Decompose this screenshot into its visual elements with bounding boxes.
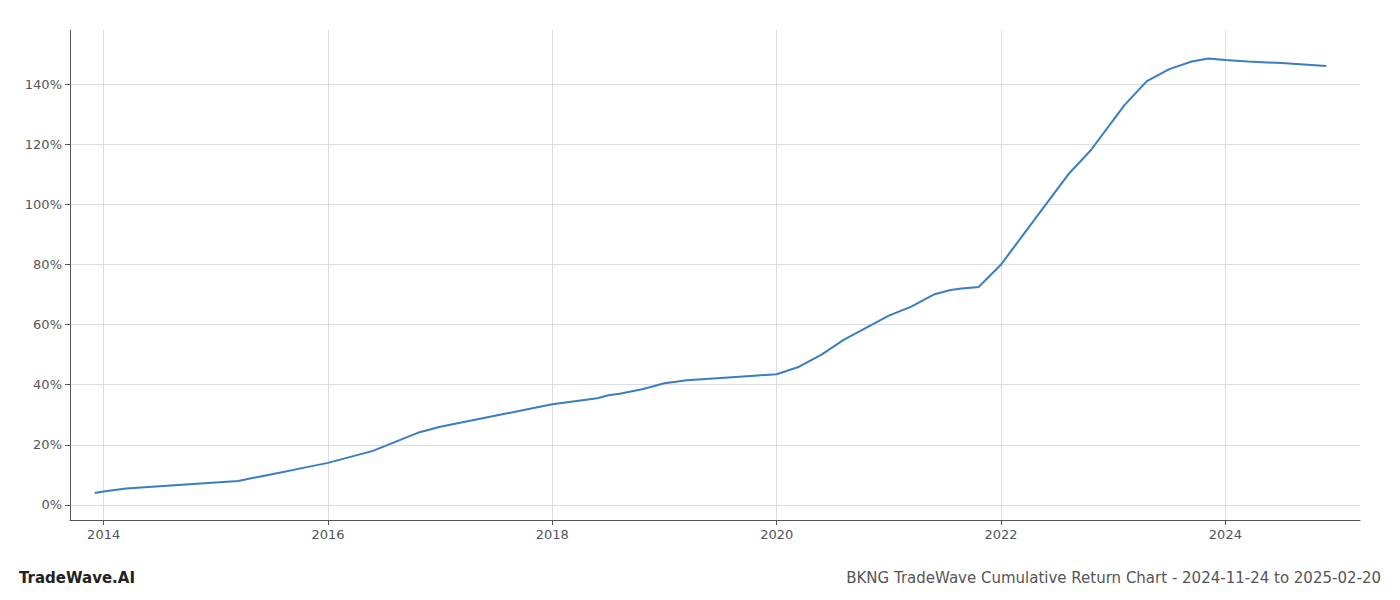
svg-text:80%: 80% (33, 257, 62, 272)
svg-text:2020: 2020 (760, 527, 793, 542)
svg-text:2018: 2018 (536, 527, 569, 542)
svg-text:20%: 20% (33, 437, 62, 452)
svg-text:0%: 0% (41, 497, 62, 512)
svg-text:140%: 140% (25, 77, 62, 92)
svg-text:100%: 100% (25, 197, 62, 212)
svg-text:2014: 2014 (87, 527, 120, 542)
svg-text:2024: 2024 (1209, 527, 1242, 542)
svg-text:TradeWave.AI: TradeWave.AI (19, 569, 135, 587)
svg-text:40%: 40% (33, 377, 62, 392)
svg-text:120%: 120% (25, 137, 62, 152)
svg-text:BKNG TradeWave Cumulative Retu: BKNG TradeWave Cumulative Return Chart -… (846, 569, 1381, 587)
svg-text:2016: 2016 (311, 527, 344, 542)
svg-text:2022: 2022 (984, 527, 1017, 542)
svg-text:60%: 60% (33, 317, 62, 332)
